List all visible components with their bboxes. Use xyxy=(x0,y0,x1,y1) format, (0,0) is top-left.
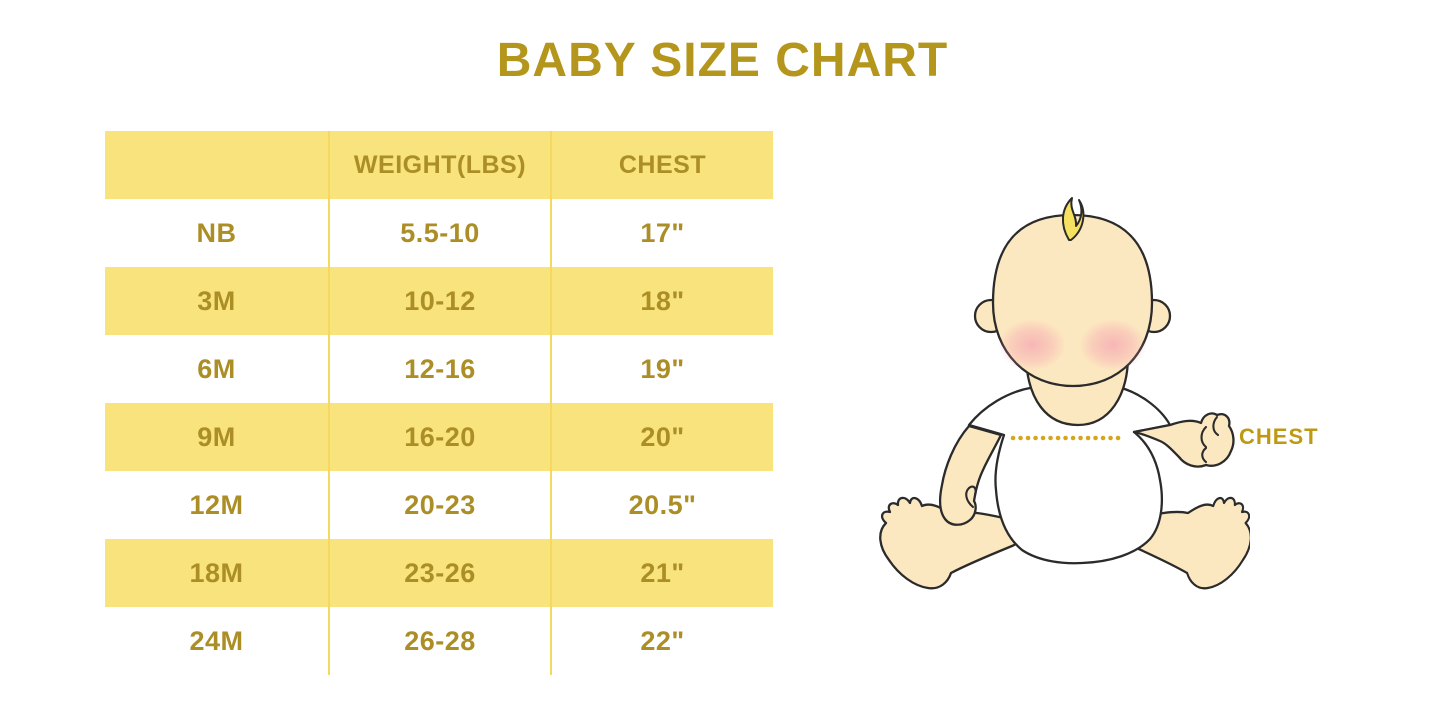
weight-cell: 5.5-10 xyxy=(328,199,550,267)
chest-label: CHEST xyxy=(1239,424,1319,449)
size-cell: 3M xyxy=(197,285,236,316)
chest-cell: 21" xyxy=(550,539,773,607)
size-cell: 9M xyxy=(197,421,236,452)
header-size xyxy=(105,131,328,199)
baby-leg-left xyxy=(879,496,1030,590)
chest-cell: 18" xyxy=(550,267,773,335)
baby-icon xyxy=(879,197,1252,590)
size-cell: 18M xyxy=(189,557,244,588)
weight-cell: 12-16 xyxy=(328,335,550,403)
chest-cell: 17" xyxy=(550,199,773,267)
table-row: 18M 23-26 21" xyxy=(105,539,773,607)
baby-body-onesie xyxy=(967,382,1172,565)
chest-cell: 19" xyxy=(550,335,773,403)
header-weight: WEIGHT(LBS) xyxy=(328,131,550,199)
chest-cell: 20.5" xyxy=(550,471,773,539)
weight-cell: 10-12 xyxy=(328,267,550,335)
weight-cell: 16-20 xyxy=(328,403,550,471)
table-row: NB 5.5-10 17" xyxy=(105,199,773,267)
table-row: 12M 20-23 20.5" xyxy=(105,471,773,539)
size-cell: 12M xyxy=(189,489,244,520)
baby-illustration xyxy=(870,185,1252,615)
chest-cell: 20" xyxy=(550,403,773,471)
baby-fist-knuckles xyxy=(1200,415,1220,464)
baby-blush-left xyxy=(998,319,1066,371)
weight-cell: 20-23 xyxy=(328,471,550,539)
baby-hair-tuft xyxy=(1062,197,1085,241)
size-cell: 6M xyxy=(197,353,236,384)
baby-arm-right-fist xyxy=(1132,412,1235,468)
page-title: BABY SIZE CHART xyxy=(496,34,949,87)
size-cell: 24M xyxy=(189,625,244,656)
table-row: 6M 12-16 19" xyxy=(105,335,773,403)
chest-cell: 22" xyxy=(550,607,773,675)
size-cell: NB xyxy=(196,217,237,248)
baby-blush-right xyxy=(1079,319,1147,371)
header-chest: CHEST xyxy=(550,131,773,199)
table-row: 24M 26-28 22" xyxy=(105,607,773,675)
table-row: 9M 16-20 20" xyxy=(105,403,773,471)
table-row: 3M 10-12 18" xyxy=(105,267,773,335)
baby-hand-left-finger xyxy=(965,485,977,509)
table-header-row: WEIGHT(LBS) CHEST xyxy=(105,131,773,199)
size-table: WEIGHT(LBS) CHEST NB 5.5-10 17" 3M 10-12… xyxy=(105,131,773,675)
baby-arm-left xyxy=(938,424,1003,526)
weight-cell: 23-26 xyxy=(328,539,550,607)
weight-cell: 26-28 xyxy=(328,607,550,675)
